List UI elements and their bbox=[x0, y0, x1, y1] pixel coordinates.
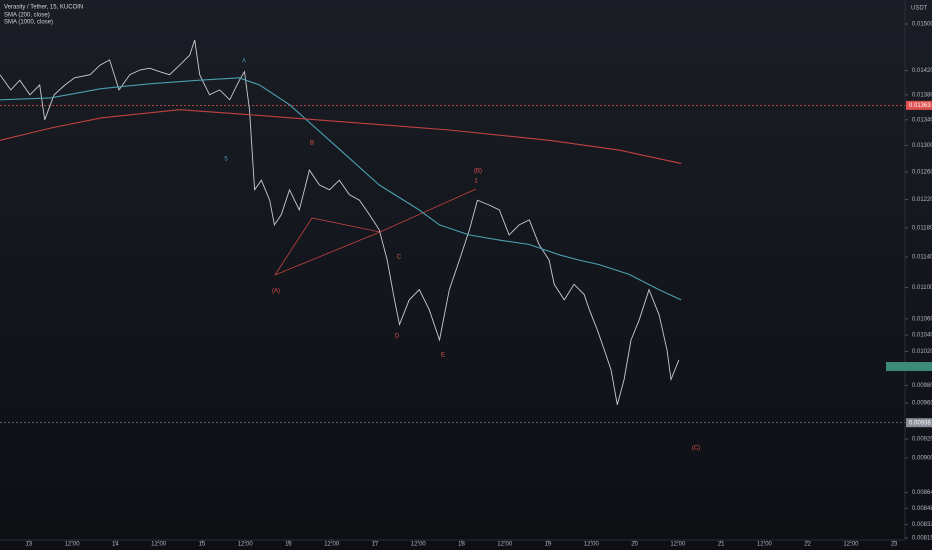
series-line bbox=[0, 39, 680, 405]
currency: USDT bbox=[911, 6, 928, 12]
x-tick-label: 18 bbox=[458, 542, 465, 548]
price-label: 0.00938 bbox=[909, 420, 931, 426]
x-tick-label: 20 bbox=[631, 542, 638, 548]
x-tick-label: 12:00 bbox=[497, 542, 513, 548]
wave-label: (C) bbox=[692, 446, 700, 452]
y-tick-label: 0.00819 bbox=[912, 536, 932, 542]
x-tick-label: 12:00 bbox=[843, 542, 859, 548]
wave-label: D bbox=[395, 334, 400, 340]
series-line bbox=[0, 109, 682, 164]
y-tick-label: 0.01180 bbox=[912, 225, 932, 231]
wave-label: E bbox=[441, 353, 445, 359]
x-tick-label: 12:00 bbox=[584, 542, 600, 548]
x-tick-label: 12:00 bbox=[151, 542, 167, 548]
y-tick-label: 0.01140 bbox=[912, 255, 932, 261]
x-tick-label: 15 bbox=[199, 542, 206, 548]
x-tick-label: 12:00 bbox=[65, 542, 81, 548]
y-tick-label: 0.01380 bbox=[912, 92, 932, 98]
y-tick-label: 0.01260 bbox=[912, 170, 932, 176]
x-tick-label: 13 bbox=[26, 542, 33, 548]
wave-label: 5 bbox=[224, 157, 228, 163]
price-label-box bbox=[906, 418, 932, 428]
wave-label: (B) bbox=[474, 169, 482, 175]
y-tick-label: 0.01060 bbox=[912, 316, 932, 322]
x-tick-label: 12:00 bbox=[324, 542, 340, 548]
y-tick-label: 0.00980 bbox=[912, 383, 932, 389]
price-label-box bbox=[906, 100, 932, 110]
x-tick-label: 12:00 bbox=[411, 542, 427, 548]
y-tick-label: 0.01300 bbox=[912, 143, 932, 149]
y-tick-label: 0.00832 bbox=[912, 522, 932, 528]
legend-entry: SMA (1000, close) bbox=[4, 20, 53, 26]
wave-label: C bbox=[397, 255, 402, 261]
x-tick-label: 14 bbox=[112, 542, 119, 548]
x-tick-label: 17 bbox=[372, 542, 379, 548]
x-tick-label: 16 bbox=[285, 542, 292, 548]
x-tick-label: 12:00 bbox=[757, 542, 773, 548]
x-tick-label: 12:00 bbox=[670, 542, 686, 548]
y-tick-label: 0.01340 bbox=[912, 117, 932, 123]
current-price-box bbox=[886, 362, 932, 371]
y-tick-label: 0.01500 bbox=[912, 22, 932, 28]
wave-label: (A) bbox=[272, 289, 280, 295]
price-label: 0.01363 bbox=[909, 103, 931, 109]
y-tick-label: 0.00900 bbox=[912, 455, 932, 461]
x-tick-label: 19 bbox=[545, 542, 552, 548]
y-tick-label: 0.01420 bbox=[912, 68, 932, 74]
wave-line bbox=[274, 217, 381, 276]
y-tick-label: 0.00960 bbox=[912, 401, 932, 407]
y-tick-label: 0.00920 bbox=[912, 437, 932, 443]
series-line bbox=[0, 77, 682, 301]
chart-title: Verasity / Tether, 15, KUCOIN bbox=[4, 5, 83, 11]
wave-label: B bbox=[310, 141, 314, 147]
wave-label: A bbox=[242, 59, 246, 65]
y-tick-label: 0.01220 bbox=[912, 197, 932, 203]
x-tick-label: 21 bbox=[718, 542, 725, 548]
y-tick-label: 0.01020 bbox=[912, 349, 932, 355]
y-tick-label: 0.01100 bbox=[912, 285, 932, 291]
wave-label: 1 bbox=[474, 179, 478, 185]
y-tick-label: 0.00848 bbox=[912, 506, 932, 512]
x-tick-label: 23 bbox=[891, 542, 898, 548]
y-tick-label: 0.00864 bbox=[912, 490, 932, 496]
y-tick-label: 0.01040 bbox=[912, 333, 932, 339]
x-tick-label: 22 bbox=[804, 542, 811, 548]
legend-entry: SMA (200, close) bbox=[4, 13, 50, 19]
x-tick-label: 12:00 bbox=[238, 542, 254, 548]
